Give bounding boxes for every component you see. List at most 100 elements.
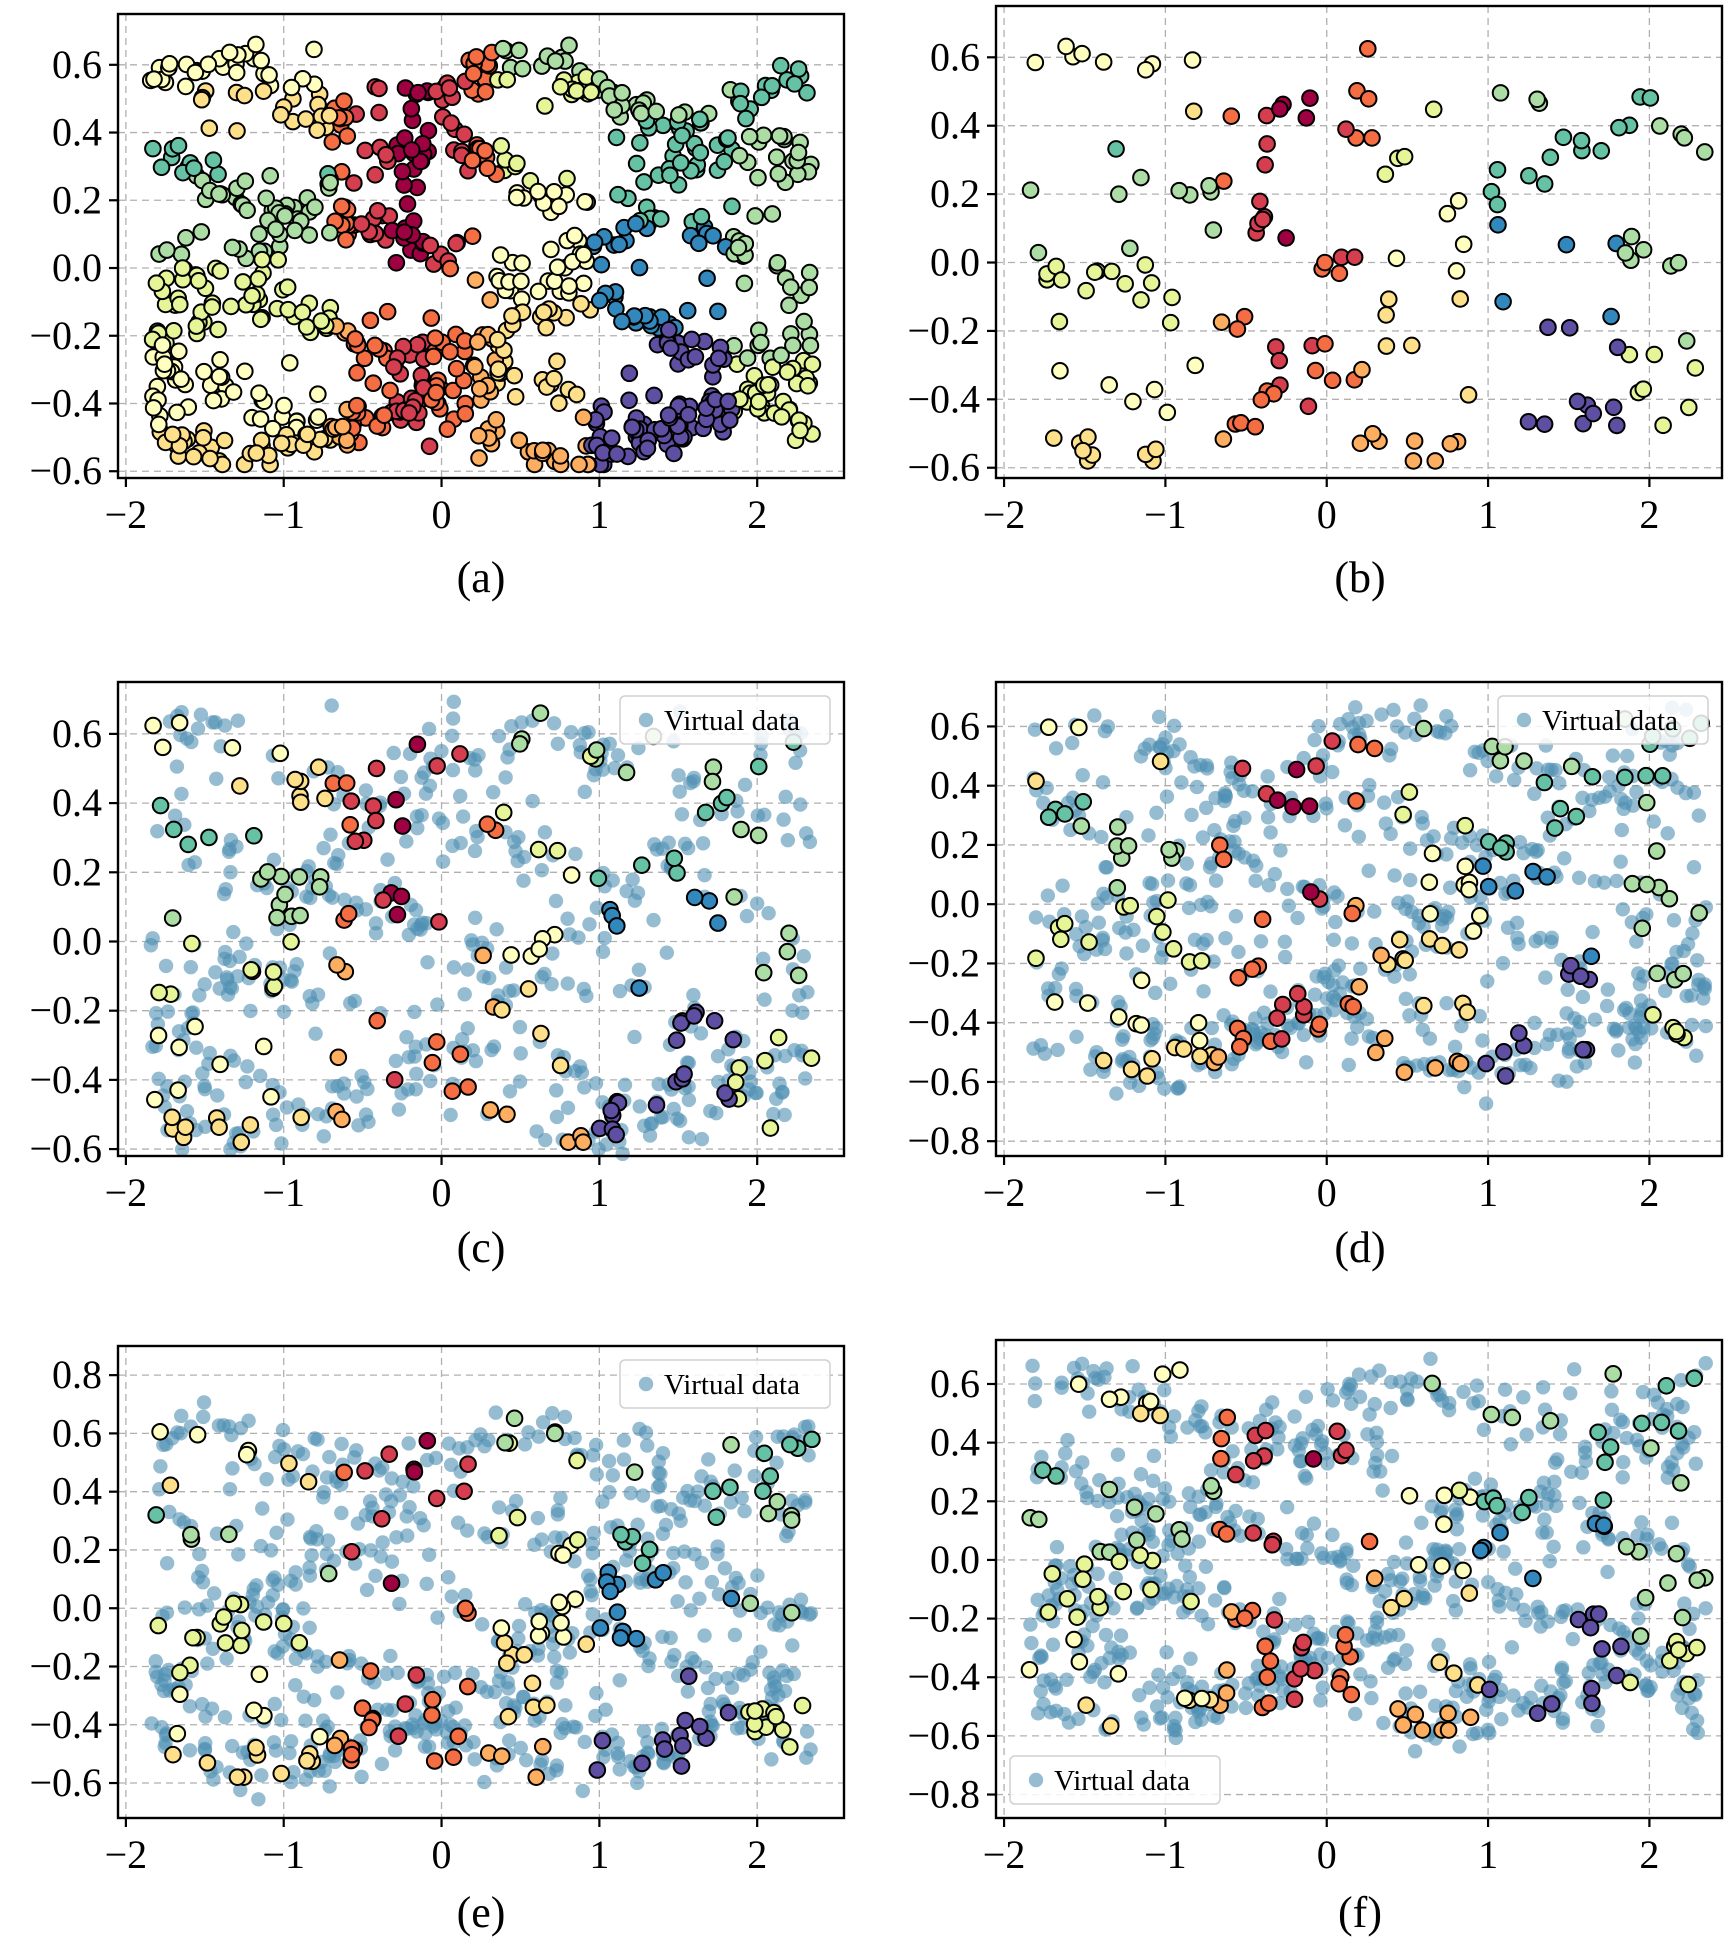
- labeled-point: [1554, 128, 1573, 147]
- labeled-point: [1316, 253, 1334, 272]
- labeled-point: [233, 1621, 251, 1640]
- labeled-point: [332, 197, 351, 216]
- labeled-point: [1192, 952, 1211, 970]
- labeled-point: [1424, 100, 1443, 119]
- labeled-point: [638, 439, 657, 458]
- labeled-point: [722, 1589, 741, 1608]
- labeled-point: [356, 141, 375, 160]
- labeled-point: [1316, 335, 1334, 353]
- labeled-point: [455, 125, 474, 144]
- labeled-point: [1574, 1040, 1592, 1059]
- labeled-point: [1026, 53, 1045, 72]
- virtual-point: [1260, 769, 1275, 784]
- labeled-point: [1435, 1515, 1453, 1534]
- virtual-point: [452, 788, 468, 804]
- labeled-point: [1039, 1603, 1058, 1621]
- labeled-point: [1029, 243, 1048, 262]
- virtual-point: [1328, 914, 1343, 930]
- labeled-point: [1121, 896, 1140, 915]
- labeled-point: [228, 1768, 247, 1787]
- virtual-point: [1604, 1384, 1619, 1399]
- virtual-point: [1488, 769, 1504, 784]
- virtual-point: [585, 1448, 601, 1463]
- x-tick-label: 2: [1639, 492, 1659, 537]
- labeled-point: [709, 302, 727, 321]
- labeled-point: [1302, 883, 1320, 901]
- labeled-point: [184, 447, 203, 466]
- labeled-point: [493, 1001, 511, 1019]
- labeled-point: [574, 1133, 593, 1151]
- virtual-point: [1179, 876, 1194, 891]
- virtual-point: [649, 842, 665, 857]
- labeled-point: [492, 1747, 511, 1765]
- virtual-point: [577, 1734, 592, 1750]
- virtual-point: [640, 1438, 655, 1453]
- labeled-point: [144, 716, 162, 735]
- virtual-point: [1332, 716, 1348, 732]
- labeled-point: [1343, 904, 1362, 923]
- virtual-point: [737, 1503, 752, 1519]
- virtual-point: [1109, 1086, 1124, 1101]
- virtual-point: [1540, 1614, 1555, 1629]
- virtual-point: [159, 1556, 175, 1571]
- labeled-point: [551, 78, 570, 96]
- virtual-point: [1287, 1409, 1302, 1424]
- virtual-point: [145, 931, 160, 946]
- labeled-point: [1136, 61, 1155, 79]
- labeled-point: [194, 428, 213, 447]
- labeled-point: [323, 133, 342, 151]
- virtual-point: [1364, 1690, 1379, 1706]
- virtual-point: [1326, 932, 1342, 947]
- labeled-point: [1072, 817, 1091, 835]
- labeled-point: [534, 303, 553, 321]
- labeled-point: [427, 1489, 446, 1508]
- virtual-point: [1074, 909, 1090, 924]
- virtual-point: [588, 1076, 604, 1091]
- labeled-point: [661, 166, 679, 185]
- labeled-point: [455, 1482, 473, 1501]
- labeled-point: [309, 385, 327, 403]
- y-tick-label: 0.6: [52, 1410, 102, 1455]
- virtual-point: [1462, 763, 1478, 778]
- virtual-point: [1166, 1718, 1182, 1734]
- virtual-point: [334, 1505, 349, 1521]
- labeled-point: [408, 335, 427, 354]
- virtual-point: [1398, 1686, 1413, 1701]
- virtual-point: [1606, 1021, 1622, 1037]
- virtual-point: [1599, 998, 1615, 1014]
- labeled-point: [292, 1108, 310, 1127]
- y-tick-label: 0.4: [930, 1420, 980, 1465]
- virtual-point: [720, 1670, 735, 1686]
- virtual-point: [1195, 936, 1211, 951]
- virtual-point: [517, 1437, 533, 1452]
- virtual-point: [1378, 816, 1394, 831]
- virtual-point: [1535, 1380, 1551, 1395]
- labeled-point: [719, 129, 737, 147]
- labeled-point: [719, 392, 737, 411]
- labeled-point: [1345, 248, 1364, 266]
- labeled-point: [696, 803, 715, 822]
- virtual-point: [1054, 1380, 1069, 1395]
- labeled-point: [1638, 875, 1656, 894]
- labeled-point: [1077, 281, 1095, 300]
- virtual-point: [1192, 1419, 1208, 1434]
- labeled-point: [1070, 1652, 1089, 1671]
- labeled-point: [179, 835, 198, 854]
- virtual-point: [436, 1669, 452, 1684]
- labeled-point: [610, 235, 628, 254]
- labeled-point: [654, 1563, 673, 1582]
- labeled-point: [1494, 292, 1512, 311]
- labeled-point: [754, 1482, 772, 1501]
- virtual-point: [521, 1425, 536, 1440]
- labeled-point: [163, 1108, 181, 1127]
- virtual-point: [605, 873, 620, 888]
- virtual-point: [683, 775, 698, 791]
- virtual-point: [674, 807, 690, 822]
- labeled-point: [707, 1508, 726, 1527]
- x-tick-label: 2: [747, 1170, 767, 1215]
- labeled-point: [1351, 434, 1370, 453]
- virtual-point: [1087, 708, 1102, 723]
- labeled-point: [1256, 155, 1274, 174]
- virtual-point: [1119, 946, 1134, 961]
- labeled-point: [630, 979, 648, 997]
